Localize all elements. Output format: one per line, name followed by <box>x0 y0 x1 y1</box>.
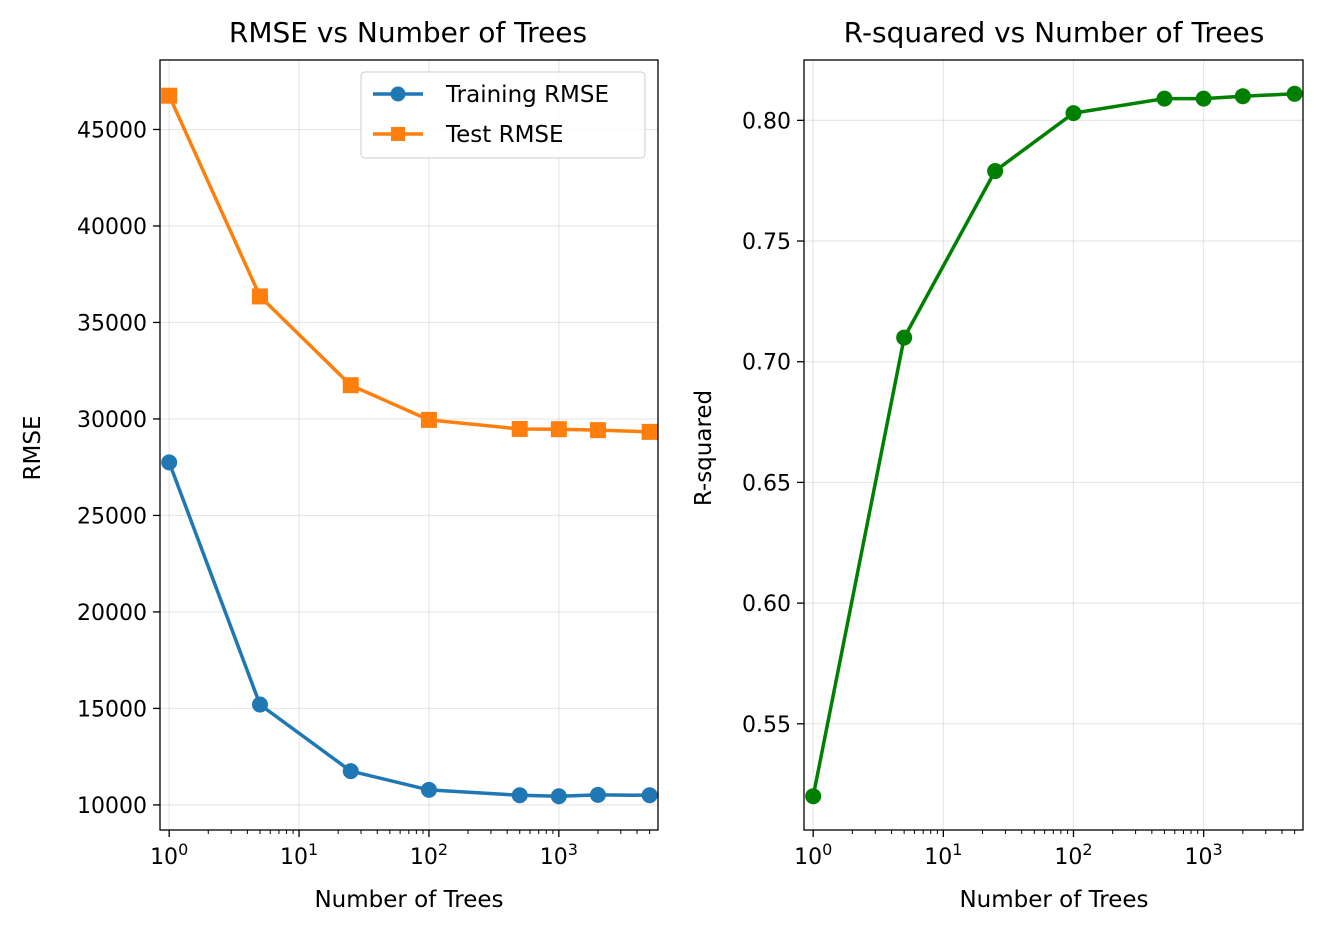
data-point <box>342 377 359 394</box>
legend-swatch-training-marker <box>390 86 406 102</box>
data-point <box>896 329 913 346</box>
rsquared-plot-area <box>805 85 1303 805</box>
rmse-grid <box>160 60 658 830</box>
y-tick-label: 30000 <box>77 408 147 433</box>
y-tick-label: 0.70 <box>742 351 791 376</box>
rsquared-grid <box>804 60 1303 830</box>
y-tick-label: 0.65 <box>742 471 791 496</box>
data-point <box>805 788 822 805</box>
rsquared-chart: R-squared vs Number of Trees 100 101 102 10… <box>691 16 1304 913</box>
data-point <box>1195 90 1212 107</box>
y-tick-label: 20000 <box>77 601 147 626</box>
data-point <box>342 763 359 780</box>
x-tick-label: 101 <box>280 840 318 870</box>
y-tick-label: 45000 <box>77 118 147 143</box>
rsquared-y-ticks: 0.55 0.60 0.65 0.70 0.75 0.80 <box>742 109 804 738</box>
y-tick-label: 15000 <box>77 697 147 722</box>
legend-box <box>360 71 646 159</box>
rmse-x-ticks: 100 101 102 103 <box>150 830 578 870</box>
y-tick-label: 0.75 <box>742 230 791 255</box>
data-point <box>641 787 658 804</box>
rmse-chart-title: RMSE vs Number of Trees <box>229 16 587 49</box>
rmse-chart: RMSE vs Number of Trees 100 101 102 103 100… <box>20 16 659 913</box>
data-point <box>251 696 268 713</box>
rsquared-x-ticks: 100 101 102 103 <box>794 830 1223 870</box>
rmse-plot-area <box>161 87 658 805</box>
data-point <box>161 87 178 104</box>
rmse-y-ticks: 10000 15000 20000 25000 30000 35000 40000 45000 <box>77 118 160 819</box>
x-tick-label: 102 <box>1054 840 1092 870</box>
x-tick-label: 103 <box>1185 840 1223 870</box>
x-tick-label: 103 <box>540 840 578 870</box>
rsquared-x-axis-label: Number of Trees <box>959 887 1148 913</box>
data-point <box>641 423 658 440</box>
y-tick-label: 40000 <box>77 215 147 240</box>
data-point <box>420 411 437 428</box>
rmse-x-minor-ticks <box>207 830 651 834</box>
data-point <box>511 420 528 437</box>
data-point <box>251 288 268 305</box>
data-point <box>1065 105 1082 122</box>
data-point <box>1286 85 1303 102</box>
data-point <box>1156 90 1173 107</box>
x-tick-label: 100 <box>150 840 188 870</box>
rmse-y-axis-label: RMSE <box>20 416 46 481</box>
data-point <box>420 781 437 798</box>
data-point <box>1234 88 1251 105</box>
rsquared-x-minor-ticks <box>851 830 1296 834</box>
x-tick-label: 102 <box>410 840 448 870</box>
data-point <box>550 788 567 805</box>
rsquared-y-axis-label: R-squared <box>691 390 717 506</box>
rmse-legend: Training RMSE Test RMSE <box>360 71 646 159</box>
y-tick-label: 10000 <box>77 794 147 819</box>
y-tick-label: 25000 <box>77 504 147 529</box>
legend-label-training: Training RMSE <box>445 82 609 108</box>
rmse-x-axis-label: Number of Trees <box>314 887 503 913</box>
y-tick-label: 0.60 <box>742 592 791 617</box>
data-point <box>987 163 1004 180</box>
series-line <box>167 461 650 798</box>
series-line <box>811 92 1295 797</box>
y-tick-label: 35000 <box>77 311 147 336</box>
rsquared-axes-frame <box>803 59 1304 831</box>
y-tick-label: 0.55 <box>742 713 791 738</box>
x-tick-label: 101 <box>924 840 962 870</box>
data-point <box>589 786 606 803</box>
legend-swatch-test-marker <box>391 127 405 141</box>
data-point <box>511 787 528 804</box>
y-tick-label: 0.80 <box>742 109 791 134</box>
data-point <box>589 422 606 439</box>
rsquared-chart-title: R-squared vs Number of Trees <box>844 16 1265 49</box>
legend-label-test: Test RMSE <box>445 122 564 148</box>
x-tick-label: 100 <box>794 840 832 870</box>
data-point <box>161 454 178 471</box>
rmse-axes-frame <box>159 59 659 831</box>
data-point <box>550 421 567 438</box>
